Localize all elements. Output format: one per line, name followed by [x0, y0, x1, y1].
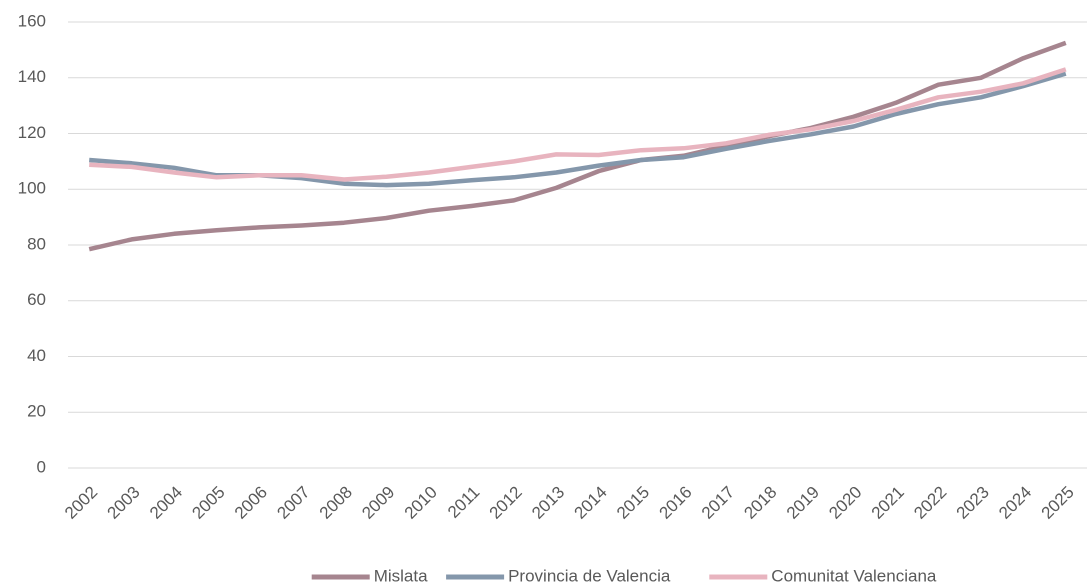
x-tick-label: 2024 — [995, 483, 1035, 523]
x-tick-label: 2009 — [358, 483, 398, 523]
y-tick-label: 40 — [27, 346, 46, 365]
x-tick-label: 2007 — [273, 483, 313, 523]
x-tick-label: 2004 — [146, 483, 186, 523]
x-tick-label: 2010 — [401, 483, 441, 523]
y-tick-label: 60 — [27, 290, 46, 309]
x-tick-label: 2025 — [1038, 483, 1078, 523]
x-tick-label: 2002 — [61, 483, 101, 523]
x-tick-label: 2006 — [231, 483, 271, 523]
series-line — [89, 67, 1067, 182]
y-tick-label: 0 — [37, 457, 46, 476]
y-tick-label: 140 — [18, 67, 46, 86]
x-tick-label: 2017 — [698, 483, 738, 523]
x-tick-label: 2023 — [953, 483, 993, 523]
x-tick-label: 2014 — [571, 483, 611, 523]
x-tick-label: 2021 — [868, 483, 908, 523]
x-tick-label: 2019 — [783, 483, 823, 523]
x-tick-label: 2022 — [910, 483, 950, 523]
x-tick-label: 2020 — [825, 483, 865, 523]
series-line — [88, 40, 1067, 252]
x-tick-label: 2018 — [740, 483, 780, 523]
x-tick-label: 2016 — [655, 483, 695, 523]
x-tick-label: 2005 — [188, 483, 228, 523]
x-tick-label: 2012 — [486, 483, 526, 523]
legend-label: Comunitat Valenciana — [771, 566, 937, 585]
x-tick-label: 2013 — [528, 483, 568, 523]
legend-label: Provincia de Valencia — [508, 566, 671, 585]
x-tick-label: 2011 — [444, 483, 483, 522]
y-tick-label: 20 — [27, 402, 46, 421]
y-tick-label: 80 — [27, 234, 46, 253]
x-tick-label: 2003 — [104, 483, 144, 523]
legend-label: Mislata — [374, 566, 428, 585]
x-tick-label: 2015 — [613, 483, 653, 523]
y-tick-label: 160 — [18, 11, 46, 30]
y-tick-label: 120 — [18, 123, 46, 142]
x-tick-label: 2008 — [316, 483, 356, 523]
series-line — [89, 71, 1067, 188]
y-tick-label: 100 — [18, 179, 46, 198]
